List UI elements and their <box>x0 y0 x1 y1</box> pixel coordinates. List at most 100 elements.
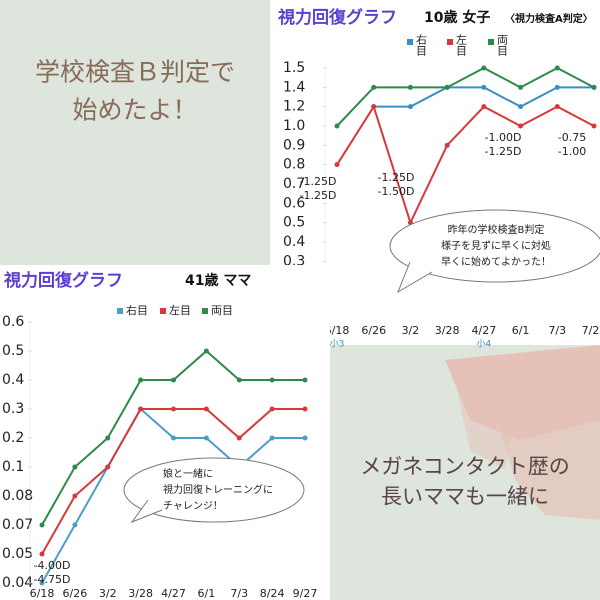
data-point <box>171 377 176 383</box>
legend-label: 両目 <box>211 304 233 317</box>
annotation: -1.25D <box>378 171 415 184</box>
x-tick-label: 6/18 <box>30 587 55 600</box>
headline: メガネコンタクト歴の <box>360 455 570 479</box>
legend-label: 右目 <box>126 303 148 317</box>
y-tick-label: 0.7 <box>283 176 305 192</box>
data-point <box>269 406 275 412</box>
x-tick-label: 6/26 <box>361 324 386 337</box>
data-point <box>444 142 450 148</box>
chart-title: 視力回復グラフ <box>277 7 397 28</box>
data-point <box>371 84 377 90</box>
legend-label: 右目 <box>415 33 428 56</box>
data-point <box>518 123 524 129</box>
x-tick-label: 3/2 <box>402 324 420 337</box>
speech-bubble <box>123 457 305 523</box>
y-tick-label: 0.8 <box>283 157 305 173</box>
legend-swatch <box>447 39 453 45</box>
data-point <box>171 435 176 441</box>
legend-label: 両目 <box>496 34 509 56</box>
data-point <box>138 377 144 383</box>
data-point <box>105 435 111 441</box>
data-point <box>269 377 275 383</box>
data-point <box>302 435 308 441</box>
x-tick-label: 3/28 <box>435 324 460 337</box>
y-tick-label: 0.2 <box>2 430 24 446</box>
speech-bubble <box>389 209 600 283</box>
x-tick-label: 3/2 <box>99 587 117 600</box>
data-point <box>444 84 450 90</box>
y-tick-label: 1.4 <box>283 79 305 95</box>
data-point <box>236 435 242 441</box>
headline: 学校検査Ｂ判定で <box>35 58 235 87</box>
y-tick-label: 0.6 <box>283 195 305 211</box>
y-tick-label: 0.4 <box>2 372 24 388</box>
series-line <box>336 66 595 127</box>
x-tick-label: 8/24 <box>260 587 285 600</box>
data-point <box>39 522 45 528</box>
data-point <box>481 65 487 71</box>
bubble-text: 昨年の学校検査B判定 <box>448 223 545 236</box>
brush-strokes <box>445 345 600 520</box>
x-tick-label: 7/3 <box>548 324 566 337</box>
data-point <box>138 406 144 412</box>
y-tick-label: 0.6 <box>2 314 24 330</box>
bubble-text: 様子を見ずに早くに対処 <box>441 239 551 252</box>
legend-label: 左目 <box>455 34 468 56</box>
data-point <box>591 123 597 129</box>
y-tick-label: 1.5 <box>283 60 305 76</box>
brush-stroke <box>445 345 600 440</box>
annotation: -1.25D <box>300 175 337 188</box>
data-point <box>105 464 111 470</box>
data-point <box>39 551 45 557</box>
data-point <box>481 104 487 110</box>
y-tick-label: 1.0 <box>283 118 305 134</box>
bubble-text: 早くに始めてよかった！ <box>441 255 551 268</box>
data-point <box>591 84 597 90</box>
chart-subtitle: 41歳 ママ <box>185 272 251 289</box>
data-point <box>407 84 413 90</box>
chart-note: 〈視力検査A判定〉 <box>505 12 593 25</box>
legend-label: 左目 <box>169 304 191 317</box>
legend-swatch <box>117 308 123 314</box>
x-sublabel: 小4 <box>476 339 491 350</box>
brush-stroke <box>500 410 600 520</box>
data-point <box>203 406 209 412</box>
data-point <box>518 104 524 110</box>
y-tick-label: 0.07 <box>2 517 33 533</box>
bubble-text: 視力回復トレーニングに <box>163 483 273 496</box>
y-tick-label: 0.04 <box>2 575 33 591</box>
y-tick-label: 0.1 <box>2 459 24 475</box>
y-tick-label: 0.08 <box>2 488 33 504</box>
chart-panel <box>0 265 330 600</box>
legend-swatch <box>488 39 494 45</box>
data-point <box>39 580 45 586</box>
data-point <box>269 435 275 441</box>
legend-swatch <box>160 308 166 314</box>
data-point <box>334 162 340 168</box>
data-point <box>203 435 209 441</box>
speech-bubble-tail <box>396 261 433 294</box>
data-point <box>554 84 560 90</box>
chart-title: 視力回復グラフ <box>3 270 123 291</box>
y-tick-label: 0.4 <box>283 234 305 250</box>
data-point <box>407 104 413 110</box>
annotation: -1.00D <box>485 131 522 144</box>
data-point <box>171 406 176 412</box>
data-point <box>481 84 487 90</box>
annotation: -0.75 <box>558 131 586 144</box>
x-tick-label: 6/1 <box>512 324 530 337</box>
x-tick-label: 7/3 <box>230 587 248 600</box>
y-tick-label: 1.2 <box>283 99 305 115</box>
data-point <box>302 406 308 412</box>
bubble-text: 娘と一緒に <box>163 467 213 480</box>
speech-bubble-tail <box>130 499 163 524</box>
legend-swatch <box>202 308 208 314</box>
x-tick-label: 7/28 <box>582 324 600 337</box>
y-tick-label: 0.5 <box>2 343 24 359</box>
data-point <box>554 104 560 110</box>
annotation: -1.50D <box>378 185 415 198</box>
data-point <box>72 522 78 528</box>
x-tick-label: 9/27 <box>293 587 318 600</box>
